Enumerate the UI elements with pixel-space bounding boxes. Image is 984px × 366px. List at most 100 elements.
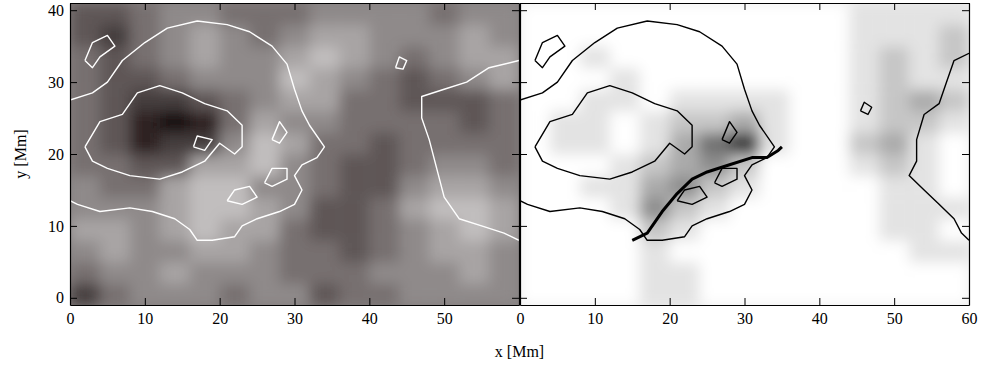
heatmap-cell (100, 219, 130, 241)
heatmap-cell (640, 111, 670, 133)
heatmap-cell (100, 283, 130, 305)
tick-mark (70, 154, 77, 155)
tick: 0 (56, 289, 77, 306)
heatmap-cell (130, 111, 160, 133)
tick-label: 50 (887, 310, 903, 327)
heatmap-cell (759, 176, 789, 198)
heatmap-cell (339, 132, 369, 154)
heatmap-cell (520, 197, 550, 219)
y-axis-right (962, 4, 970, 306)
contour-line (85, 86, 242, 179)
tick-mark (512, 226, 519, 227)
heatmap-cell (100, 3, 130, 25)
heatmap-cell (489, 89, 519, 111)
tick: 40 (362, 298, 378, 327)
heatmap-cell (190, 25, 220, 47)
heatmap-cell (759, 46, 789, 68)
heatmap-cell (939, 283, 969, 305)
tick-label: 10 (587, 310, 603, 327)
axis-line (71, 305, 520, 306)
heatmap-cell (459, 132, 489, 154)
heatmap-cell (670, 154, 700, 176)
heatmap-cell (909, 219, 939, 241)
heatmap-cell (939, 176, 969, 198)
tick (962, 154, 969, 155)
heatmap-cell (489, 240, 519, 262)
tick (520, 154, 527, 155)
tick (962, 298, 969, 299)
heatmap-cell (550, 3, 580, 25)
heatmap-cell (759, 283, 789, 305)
heatmap-cell (849, 240, 879, 262)
heatmap-cell (369, 219, 399, 241)
heatmap-cell (610, 89, 640, 111)
heatmap-cell (819, 262, 849, 284)
heatmap-cell (280, 219, 310, 241)
heatmap-cell (399, 240, 429, 262)
tick-mark (962, 82, 969, 83)
tick: 40 (812, 298, 828, 327)
heatmap-cell (339, 3, 369, 25)
heatmap-cell (309, 25, 339, 47)
heatmap-cell (849, 154, 879, 176)
heatmap-cell (160, 176, 190, 198)
heatmap-cell (879, 283, 909, 305)
heatmap-cell (220, 89, 250, 111)
heatmap-cell (100, 176, 130, 198)
tick-label: 20 (662, 310, 678, 327)
heatmap-cell (190, 68, 220, 90)
heatmap-cell (520, 154, 550, 176)
heatmap-cell (670, 25, 700, 47)
heatmap-cell (459, 283, 489, 305)
heatmap-cell (220, 197, 250, 219)
heatmap-cell (670, 219, 700, 241)
heatmap-cell (280, 240, 310, 262)
heatmap-cell (640, 68, 670, 90)
heatmap-cell (849, 3, 879, 25)
plot-background (70, 3, 519, 305)
heatmap-cell (339, 68, 369, 90)
heatmap-cell (399, 25, 429, 47)
heatmap-cell (280, 154, 310, 176)
heatmap-cell (220, 111, 250, 133)
heatmap-cell (789, 132, 819, 154)
heatmap-cell (459, 3, 489, 25)
heatmap-cell (339, 283, 369, 305)
tick-mark (745, 298, 746, 305)
tick (295, 3, 296, 10)
tick-label: 40 (812, 310, 828, 327)
heatmap-cell (489, 68, 519, 90)
x-axis-top (71, 3, 520, 10)
heatmap-cell (520, 89, 550, 111)
heatmap-cell (789, 240, 819, 262)
tick-mark (894, 3, 895, 10)
heatmap-cell (879, 111, 909, 133)
tick-mark (962, 226, 969, 227)
heatmap-cell (369, 176, 399, 198)
heatmap-cell (789, 68, 819, 90)
heatmap-cell (849, 219, 879, 241)
heatmap-cell (730, 68, 760, 90)
heatmap-cell (369, 25, 399, 47)
tick-label: 0 (56, 289, 64, 306)
heatmap-cell (190, 46, 220, 68)
tick: 30 (48, 74, 77, 91)
heatmap-cell (879, 176, 909, 198)
heatmap-cell (220, 3, 250, 25)
heatmap-cell (100, 262, 130, 284)
x-axis: 0102030405060 (517, 298, 978, 327)
tick-mark (220, 298, 221, 305)
heatmap-cell (70, 25, 100, 47)
heatmap-cell (580, 132, 610, 154)
heatmap-cell (909, 68, 939, 90)
heatmap-cell (700, 262, 730, 284)
heatmap-cell (190, 132, 220, 154)
heatmap-cell (160, 154, 190, 176)
heatmap-cell (70, 197, 100, 219)
heatmap-cell (730, 240, 760, 262)
heatmap-cell (520, 219, 550, 241)
contour-line (396, 57, 407, 69)
heatmap-cell (280, 68, 310, 90)
heatmap-cell (339, 111, 369, 133)
heatmap-cell (399, 176, 429, 198)
